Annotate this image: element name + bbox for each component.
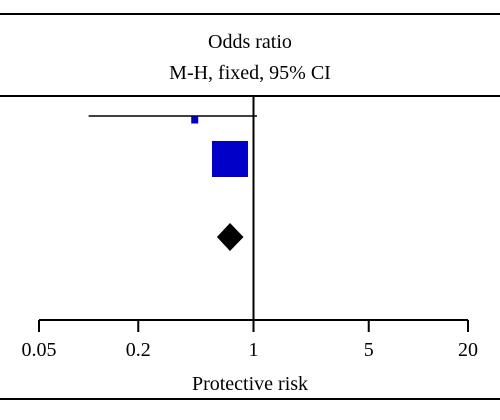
header-line-1: Odds ratio (208, 31, 292, 53)
top-rule (0, 13, 500, 15)
x-tick-label-0: 0.05 (22, 339, 57, 361)
bottom-rule (0, 398, 500, 400)
header-line-2: M-H, fixed, 95% CI (169, 62, 331, 84)
pooled-diamond (216, 223, 244, 251)
x-tick-label-4: 20 (458, 339, 478, 361)
study-marker-1 (211, 141, 248, 177)
x-axis-label: Protective risk (192, 373, 308, 395)
x-tick-label-1: 0.2 (126, 339, 151, 361)
header-rule (0, 95, 500, 97)
x-tick-label-2: 1 (249, 339, 259, 361)
x-tick-label-3: 5 (364, 339, 374, 361)
study-marker-0 (191, 116, 199, 124)
